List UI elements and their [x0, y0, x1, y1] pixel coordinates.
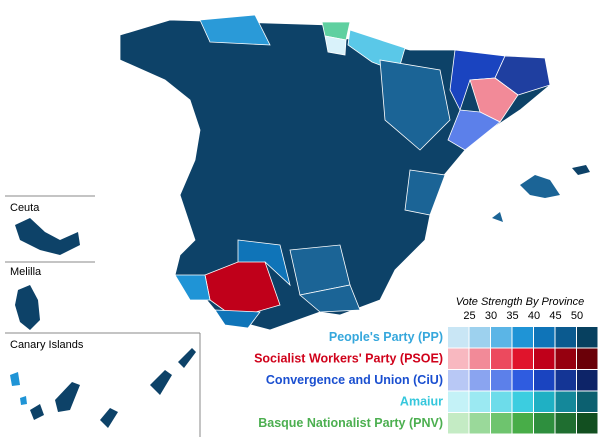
legend-swatch	[512, 348, 533, 369]
legend-swatch	[534, 413, 555, 434]
party-name: Socialist Workers' Party (PSOE)	[254, 352, 443, 366]
legend-swatch	[491, 370, 512, 391]
legend-swatch	[448, 391, 469, 412]
legend-swatch	[469, 370, 490, 391]
legend-swatch	[577, 391, 598, 412]
legend-swatch	[448, 370, 469, 391]
legend-swatch	[555, 391, 576, 412]
legend-swatch	[534, 370, 555, 391]
legend-swatch	[448, 327, 469, 348]
legend-swatch	[577, 327, 598, 348]
legend-tick: 30	[485, 310, 497, 322]
party-name: Basque Nationalist Party (PNV)	[258, 416, 443, 430]
legend-tick: 40	[528, 310, 540, 322]
legend-tick: 45	[549, 310, 561, 322]
party-name: People's Party (PP)	[329, 330, 443, 344]
legend-swatch	[491, 391, 512, 412]
legend-swatch	[577, 370, 598, 391]
legend-swatch	[469, 327, 490, 348]
legend-swatch	[512, 413, 533, 434]
legend-swatch	[534, 391, 555, 412]
legend-swatch	[448, 348, 469, 369]
legend-tick: 50	[571, 310, 583, 322]
legend-swatch	[469, 413, 490, 434]
legend: 25 30 35 40 45 50 People's Party (PP) Socialist…	[254, 310, 598, 434]
legend-swatch	[448, 413, 469, 434]
legend-swatch	[555, 327, 576, 348]
party-name: Amaiur	[400, 395, 443, 409]
inset-label: Melilla	[10, 266, 42, 278]
legend-swatch	[534, 348, 555, 369]
legend-tick: 25	[463, 310, 475, 322]
party-name: Convergence and Union (CiU)	[266, 373, 443, 387]
legend-swatch	[577, 413, 598, 434]
legend-swatch	[491, 348, 512, 369]
inset-label: Canary Islands	[10, 339, 84, 351]
legend-swatch	[491, 413, 512, 434]
legend-swatch	[512, 370, 533, 391]
legend-swatch	[555, 370, 576, 391]
legend-swatch	[577, 348, 598, 369]
mainland	[119, 14, 551, 331]
legend-swatch	[491, 327, 512, 348]
legend-swatch	[512, 327, 533, 348]
legend-swatch	[469, 391, 490, 412]
inset-label: Ceuta	[10, 202, 40, 214]
legend-swatch	[555, 413, 576, 434]
insets: Ceuta Melilla Canary Islands	[5, 195, 201, 437]
balearic-islands	[492, 165, 590, 222]
legend-swatch	[469, 348, 490, 369]
legend-swatch	[555, 348, 576, 369]
legend-title: Vote Strength By Province	[456, 296, 585, 308]
legend-swatch	[512, 391, 533, 412]
legend-swatch	[534, 327, 555, 348]
legend-tick: 35	[506, 310, 518, 322]
